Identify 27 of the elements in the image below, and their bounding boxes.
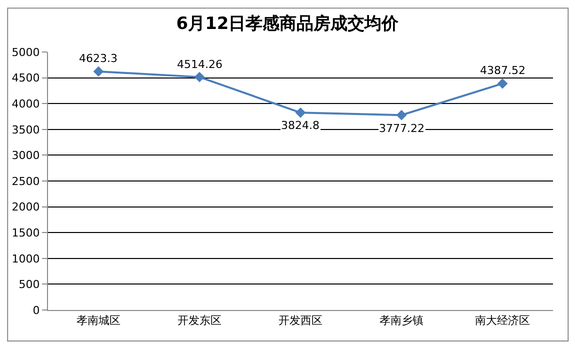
- y-tick-label: 500: [18, 278, 40, 292]
- x-tick-label: 开发东区: [178, 314, 222, 328]
- y-tick-label: 4000: [12, 97, 40, 110]
- x-tick-label: 开发西区: [278, 314, 322, 328]
- y-tick-label: 1500: [12, 226, 40, 240]
- point: [396, 110, 407, 120]
- point: [194, 72, 205, 82]
- point: [497, 78, 508, 89]
- y-tick-label: 5000: [12, 46, 40, 59]
- data-label: 4387.52: [480, 64, 526, 77]
- data-label: 3824.8: [281, 119, 320, 132]
- x-tick-label: 孝南城区: [76, 314, 120, 328]
- y-tick-label: 2500: [12, 174, 40, 188]
- x-tick-label: 孝南乡镇: [380, 314, 424, 328]
- chart-title: 6月12日孝感商品房成交均价: [176, 14, 400, 34]
- y-tick-label: 2000: [12, 200, 40, 214]
- y-tick-label: 0: [32, 304, 40, 317]
- data-label: 4514.26: [177, 58, 222, 71]
- y-tick-label: 4500: [12, 72, 40, 85]
- data-label: 3777.22: [379, 122, 424, 135]
- y-tick-label: 1000: [12, 252, 40, 266]
- point: [93, 66, 104, 77]
- data-label: 4623.3: [79, 52, 118, 65]
- point: [295, 107, 306, 118]
- y-tick-label: 3000: [12, 149, 40, 162]
- x-tick-label: 南大经济区: [475, 314, 530, 328]
- y-tick-label: 3500: [12, 123, 40, 136]
